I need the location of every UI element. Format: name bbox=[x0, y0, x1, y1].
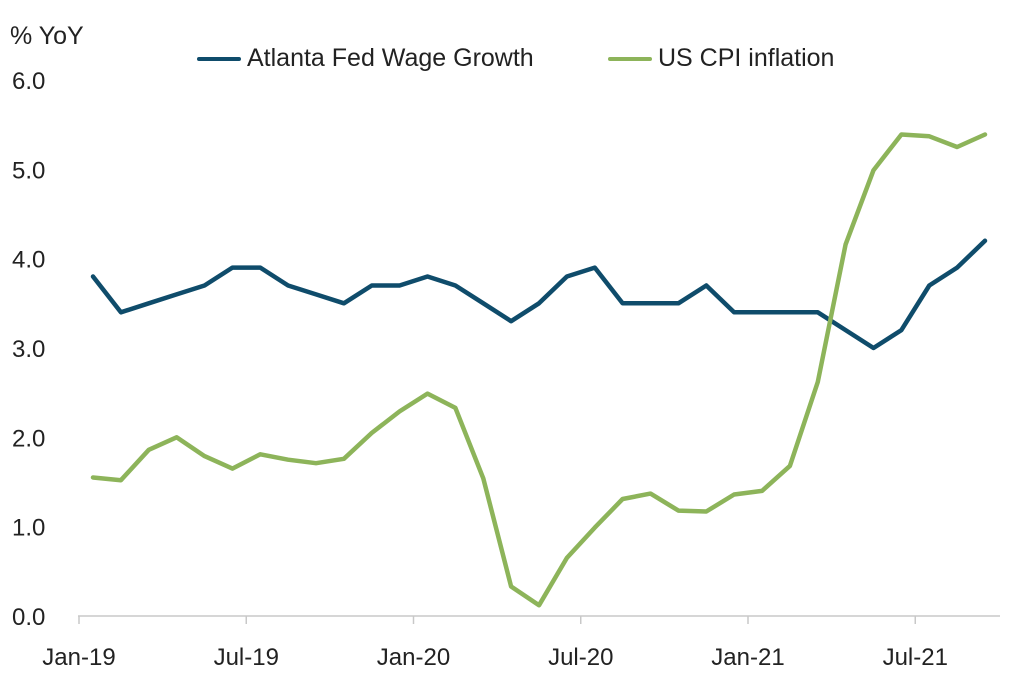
x-tick-label: Jan-20 bbox=[377, 644, 450, 671]
y-tick-label: 1.0 bbox=[12, 515, 45, 542]
legend-item-cpi-inflation: US CPI inflation bbox=[608, 44, 834, 73]
legend-swatch-cpi-inflation bbox=[608, 56, 652, 61]
legend-label-cpi-inflation: US CPI inflation bbox=[658, 44, 835, 72]
series-line-wage-growth bbox=[90, 238, 988, 351]
legend-swatch-wage-growth bbox=[197, 56, 241, 61]
x-tick-label: Jan-19 bbox=[42, 644, 115, 671]
y-axis-title: % YoY bbox=[10, 22, 84, 50]
x-tick-label: Jul-20 bbox=[548, 644, 613, 671]
y-tick-label: 5.0 bbox=[12, 157, 45, 184]
x-tick-label: Jul-21 bbox=[883, 644, 948, 671]
y-tick-label: 6.0 bbox=[12, 68, 45, 95]
x-tick-label: Jul-19 bbox=[214, 644, 279, 671]
y-tick-label: 4.0 bbox=[12, 247, 45, 274]
series-line-cpi-inflation bbox=[90, 132, 988, 608]
y-tick-label: 0.0 bbox=[12, 604, 45, 631]
y-tick-label: 2.0 bbox=[12, 425, 45, 452]
x-tick-label: Jan-21 bbox=[711, 644, 784, 671]
legend-item-wage-growth: Atlanta Fed Wage Growth bbox=[197, 44, 534, 73]
y-tick-label: 3.0 bbox=[12, 336, 45, 363]
legend-label-wage-growth: Atlanta Fed Wage Growth bbox=[247, 44, 534, 72]
